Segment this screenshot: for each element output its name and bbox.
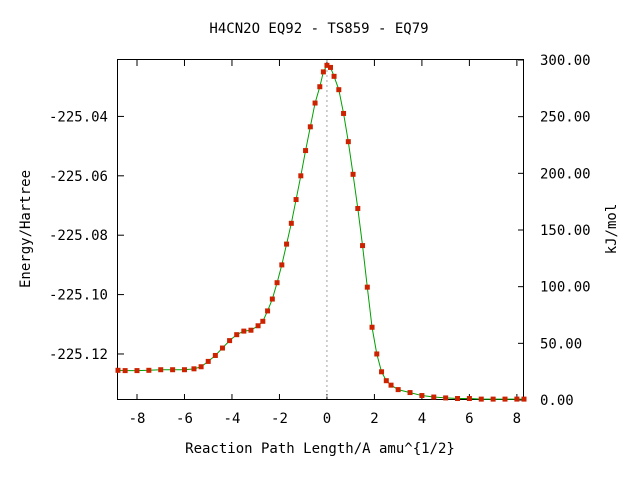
data-point bbox=[255, 323, 261, 329]
data-point bbox=[191, 366, 197, 372]
data-point bbox=[317, 84, 323, 90]
data-point bbox=[443, 395, 449, 401]
data-point bbox=[212, 352, 218, 358]
data-point bbox=[241, 328, 247, 334]
x-tick-label: -4 bbox=[224, 411, 241, 427]
data-point bbox=[320, 69, 326, 75]
data-point bbox=[269, 296, 275, 302]
data-point bbox=[288, 220, 294, 226]
data-point bbox=[284, 241, 290, 247]
y2-tick-label: 0.00 bbox=[540, 393, 574, 409]
data-point bbox=[419, 393, 425, 399]
data-point bbox=[158, 367, 164, 373]
data-point bbox=[219, 345, 225, 351]
data-point bbox=[274, 280, 280, 286]
data-point bbox=[331, 73, 337, 79]
data-point bbox=[407, 390, 413, 396]
data-point bbox=[115, 367, 121, 373]
data-point bbox=[364, 284, 370, 290]
data-point bbox=[345, 139, 351, 145]
data-point bbox=[279, 262, 285, 268]
data-point bbox=[307, 124, 313, 130]
data-point bbox=[134, 368, 140, 374]
data-point bbox=[502, 396, 508, 402]
data-point bbox=[324, 62, 330, 68]
y2-tick-label: 50.00 bbox=[540, 336, 582, 352]
chart-title: H4CN2O EQ92 - TS859 - EQ79 bbox=[209, 21, 428, 37]
data-point bbox=[198, 364, 204, 370]
data-point bbox=[490, 396, 496, 402]
y-tick-label: -225.10 bbox=[49, 288, 108, 304]
y2-axis-label: kJ/mol bbox=[604, 204, 620, 255]
data-point bbox=[298, 173, 304, 179]
data-point bbox=[234, 332, 240, 338]
axis-ticks: -8 -6 -4 -2 0 2 4 6 8 -225.04 -225.06 -225.08 -225.1… bbox=[49, 53, 591, 427]
data-point bbox=[360, 243, 366, 249]
data-point bbox=[521, 396, 527, 402]
data-point bbox=[395, 387, 401, 393]
data-point bbox=[374, 351, 380, 357]
data-point bbox=[336, 87, 342, 93]
data-point bbox=[455, 396, 461, 402]
data-point bbox=[341, 110, 347, 116]
data-point bbox=[379, 369, 385, 375]
data-point bbox=[293, 197, 299, 203]
data-point bbox=[514, 396, 520, 402]
data-point bbox=[205, 358, 211, 364]
data-point bbox=[312, 100, 318, 106]
data-point bbox=[303, 148, 309, 154]
data-point bbox=[327, 64, 333, 70]
data-point bbox=[478, 396, 484, 402]
data-point bbox=[431, 394, 437, 400]
y2-tick-label: 250.00 bbox=[540, 110, 591, 126]
data-point bbox=[181, 367, 187, 373]
y-tick-label: -225.08 bbox=[49, 228, 108, 244]
data-point bbox=[355, 205, 361, 211]
data-point bbox=[265, 308, 271, 314]
data-point bbox=[146, 367, 152, 373]
x-tick-label: -2 bbox=[271, 411, 288, 427]
energy-points bbox=[115, 62, 527, 402]
data-point bbox=[383, 378, 389, 384]
x-tick-label: 0 bbox=[323, 411, 331, 427]
x-tick-label: 6 bbox=[465, 411, 473, 427]
data-point bbox=[388, 382, 394, 388]
y2-tick-label: 100.00 bbox=[540, 280, 591, 296]
y-axis-label: Energy/Hartree bbox=[18, 170, 34, 288]
data-point bbox=[170, 367, 176, 373]
y2-tick-label: 200.00 bbox=[540, 166, 591, 182]
x-tick-label: -8 bbox=[129, 411, 146, 427]
data-point bbox=[466, 396, 472, 402]
y-tick-label: -225.06 bbox=[49, 169, 108, 185]
data-point bbox=[369, 324, 375, 330]
x-tick-label: 2 bbox=[370, 411, 378, 427]
data-point bbox=[350, 171, 356, 177]
y-tick-label: -225.04 bbox=[49, 109, 108, 125]
data-point bbox=[122, 368, 128, 374]
y-tick-label: -225.12 bbox=[49, 347, 108, 363]
plot-frame bbox=[117, 59, 524, 400]
x-tick-label: -6 bbox=[176, 411, 193, 427]
x-tick-label: 8 bbox=[513, 411, 521, 427]
y2-tick-label: 300.00 bbox=[540, 53, 591, 69]
x-axis-label: Reaction Path Length/A amu^{1/2} bbox=[185, 441, 455, 457]
energy-curve bbox=[117, 64, 524, 400]
series-line bbox=[117, 64, 524, 400]
data-point bbox=[260, 318, 266, 324]
data-point bbox=[227, 338, 233, 344]
data-point bbox=[248, 327, 254, 333]
x-tick-label: 4 bbox=[418, 411, 426, 427]
y2-tick-label: 150.00 bbox=[540, 223, 591, 239]
